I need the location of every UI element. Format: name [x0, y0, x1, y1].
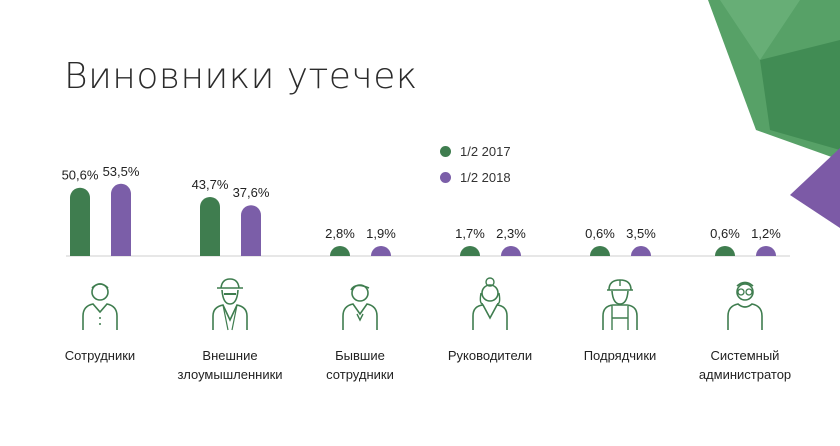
category-label-line: администратор — [698, 367, 792, 382]
bar-2017-0 — [70, 187, 90, 256]
legend-item-2017: 1/2 2017 — [440, 138, 511, 164]
legend-item-2018: 1/2 2018 — [440, 164, 511, 190]
bar-2018-1 — [241, 205, 261, 256]
data-label-2017-2: 2,8% — [325, 226, 355, 241]
executive-icon — [472, 277, 508, 330]
legend-label-2018: 1/2 2018 — [460, 169, 511, 185]
data-label-2018-5: 1,2% — [751, 226, 781, 241]
contractor-icon — [602, 279, 638, 330]
category-label: Руководители — [420, 346, 560, 365]
category-label: Сотрудники — [30, 346, 170, 365]
bar-2017-2 — [330, 246, 350, 256]
data-label-2017-4: 0,6% — [585, 226, 615, 241]
data-label-2018-3: 2,3% — [496, 226, 526, 241]
former-employee-icon — [342, 284, 378, 330]
category-label-line: Подрядчики — [583, 348, 657, 363]
green-decor-shape-dark — [760, 40, 840, 150]
data-label-2018-4: 3,5% — [626, 226, 656, 241]
data-label-2017-1: 43,7% — [192, 177, 229, 192]
sysadmin-icon — [727, 281, 763, 330]
category-label: Системный администратор — [675, 346, 815, 384]
bar-2017-3 — [460, 246, 480, 256]
purple-decor-shape — [790, 148, 840, 228]
category-label-line: Бывшие — [335, 348, 385, 363]
category-label-line: Внешние — [202, 348, 258, 363]
bar-2017-4 — [590, 246, 610, 256]
bar-2017-5 — [715, 246, 735, 256]
hacker-icon — [212, 278, 248, 331]
data-label-2018-2: 1,9% — [366, 226, 396, 241]
data-label-2017-3: 1,7% — [455, 226, 485, 241]
bar-2017-1 — [200, 197, 220, 256]
bar-2018-3 — [501, 246, 521, 256]
chart-legend: 1/2 2017 1/2 2018 — [440, 138, 511, 190]
data-label-2018-0: 53,5% — [103, 164, 140, 179]
category-label-line: Руководители — [447, 348, 533, 363]
category-label: Бывшие сотрудники — [290, 346, 430, 384]
bar-2018-5 — [756, 246, 776, 256]
data-label-2017-0: 50,6% — [62, 168, 99, 183]
category-label-line: Системный — [710, 348, 780, 363]
bar-2018-0 — [111, 183, 131, 256]
category-label-line: сотрудники — [326, 367, 394, 382]
bar-2018-2 — [371, 246, 391, 256]
page-title: Виновники утечек — [64, 56, 418, 97]
data-label-2017-5: 0,6% — [710, 226, 740, 241]
data-label-2018-1: 37,6% — [233, 185, 270, 200]
category-label: Внешние злоумышленники — [160, 346, 300, 384]
category-label: Подрядчики — [550, 346, 690, 365]
legend-label-2017: 1/2 2017 — [460, 143, 511, 159]
employee-icon — [82, 283, 118, 330]
legend-swatch-2018 — [440, 171, 451, 183]
category-label-line: Сотрудники — [64, 348, 136, 363]
green-decor-shape-light — [720, 0, 800, 60]
legend-swatch-2017 — [440, 145, 451, 157]
bar-2018-4 — [631, 246, 651, 256]
category-label-line: злоумышленники — [177, 367, 283, 382]
